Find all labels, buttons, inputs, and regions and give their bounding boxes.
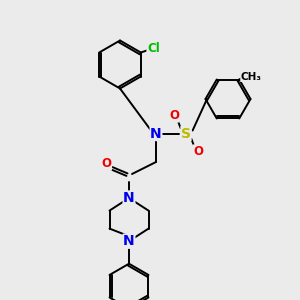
Text: O: O — [193, 145, 203, 158]
Text: Cl: Cl — [147, 41, 160, 55]
Text: N: N — [123, 191, 135, 205]
Text: CH₃: CH₃ — [241, 71, 262, 82]
Text: O: O — [101, 157, 112, 170]
Text: O: O — [169, 109, 179, 122]
Text: N: N — [123, 234, 135, 248]
Text: S: S — [181, 127, 191, 140]
Text: N: N — [150, 127, 162, 140]
